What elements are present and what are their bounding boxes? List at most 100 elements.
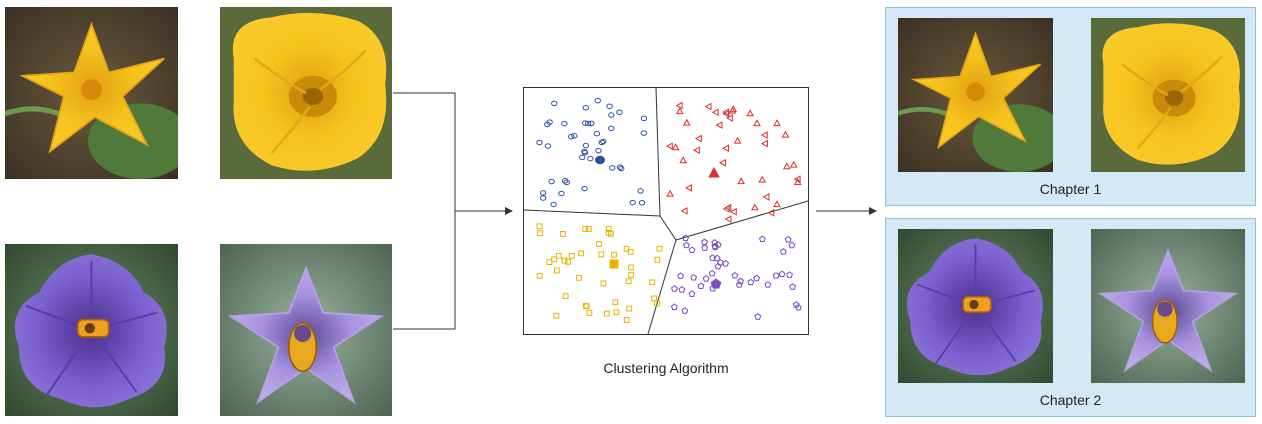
pentagon-point	[754, 313, 762, 320]
circle-point	[571, 133, 578, 139]
triangle-point	[704, 102, 712, 111]
square-point	[651, 295, 657, 302]
square-point	[613, 309, 620, 316]
chapter-2-photo-purple-pale	[1091, 229, 1245, 383]
pentagon-point	[731, 271, 739, 279]
square-point	[626, 305, 633, 312]
triangle-point	[767, 208, 775, 217]
triangle-point	[692, 146, 700, 155]
circle-point	[539, 190, 547, 196]
square-point	[649, 279, 656, 286]
triangle-point	[666, 189, 674, 197]
circle-point	[579, 154, 586, 161]
triangle-point	[761, 139, 768, 148]
circle-point	[558, 190, 565, 197]
square-point	[623, 245, 630, 252]
pentagon-point	[747, 278, 755, 286]
triangle-point	[750, 203, 759, 211]
chapter-1-panel: Chapter 1	[885, 7, 1256, 206]
square-point	[598, 251, 605, 258]
square-point	[623, 317, 630, 323]
triangle-point	[782, 162, 791, 170]
square-point	[654, 300, 660, 307]
bracket-line	[393, 92, 456, 330]
partition-line	[655, 88, 661, 217]
pentagon-point	[764, 281, 772, 288]
triangle-point	[758, 175, 767, 183]
pentagon-point	[722, 259, 730, 267]
triangle-point	[746, 109, 754, 117]
square-point	[656, 245, 663, 252]
circle-point	[637, 188, 644, 194]
clustering-scatter-plot	[523, 87, 809, 335]
pentagon-centroid	[710, 278, 722, 289]
triangle-point	[679, 156, 688, 164]
triangle-point	[729, 207, 737, 216]
square-point	[537, 230, 543, 237]
square-point	[596, 241, 602, 247]
chapter-2-photo-purple-wide	[898, 229, 1053, 383]
pentagon-point	[772, 272, 780, 279]
square-point	[628, 271, 635, 278]
pentagon-point	[794, 303, 802, 311]
circle-point	[616, 164, 624, 170]
circle-point	[616, 109, 623, 115]
pentagon-point	[677, 272, 685, 279]
triangle-point	[753, 119, 761, 127]
circle-point	[584, 120, 592, 127]
circle-point	[640, 130, 648, 136]
pentagon-point	[682, 241, 690, 249]
square-point	[536, 223, 543, 230]
square-point	[611, 251, 617, 258]
triangle-point	[737, 177, 745, 185]
circle-point	[629, 199, 636, 206]
circle-point	[539, 195, 547, 201]
pentagon-point	[711, 242, 719, 250]
pentagon-point	[789, 283, 797, 290]
triangle-point	[762, 193, 770, 201]
circle-point	[609, 165, 616, 171]
triangle-point	[694, 134, 702, 143]
pentagon-point	[779, 248, 787, 255]
square-point	[565, 258, 571, 265]
triangle-point	[724, 215, 732, 223]
pentagon-point	[682, 234, 690, 241]
square-point	[551, 256, 558, 263]
chapter-1-photo-yellow-bell	[1091, 18, 1245, 172]
circle-point	[593, 130, 601, 137]
triangle-point	[665, 142, 673, 151]
circle-point	[608, 125, 615, 132]
circle-point	[640, 115, 648, 122]
pentagon-point	[701, 244, 709, 251]
triangle-point	[671, 143, 680, 151]
circle-centroid	[595, 155, 605, 165]
square-point	[625, 278, 632, 285]
partition-line	[524, 209, 661, 217]
square-point	[583, 303, 589, 309]
chapter-1-label: Chapter 1	[1039, 181, 1102, 197]
triangle-point	[760, 131, 768, 139]
pentagon-point	[688, 246, 696, 253]
triangle-point	[722, 205, 730, 213]
triangle-point	[675, 101, 683, 110]
circle-point	[608, 112, 615, 118]
triangle-point	[719, 158, 726, 167]
square-point	[560, 231, 566, 237]
circle-point	[548, 178, 555, 185]
pentagon-point	[697, 282, 705, 290]
square-point	[536, 272, 543, 279]
pentagon-point	[688, 290, 696, 297]
circle-point	[598, 139, 605, 146]
square-point	[628, 264, 634, 271]
square-point	[600, 280, 607, 287]
pentagon-point	[701, 238, 708, 246]
pentagon-point	[671, 285, 678, 292]
circle-point	[582, 120, 589, 126]
circle-point	[582, 142, 590, 149]
circle-point	[546, 119, 553, 125]
pentagon-point	[786, 271, 794, 278]
square-point	[568, 252, 575, 259]
pentagon-point	[681, 307, 689, 314]
pentagon-point	[690, 273, 698, 281]
